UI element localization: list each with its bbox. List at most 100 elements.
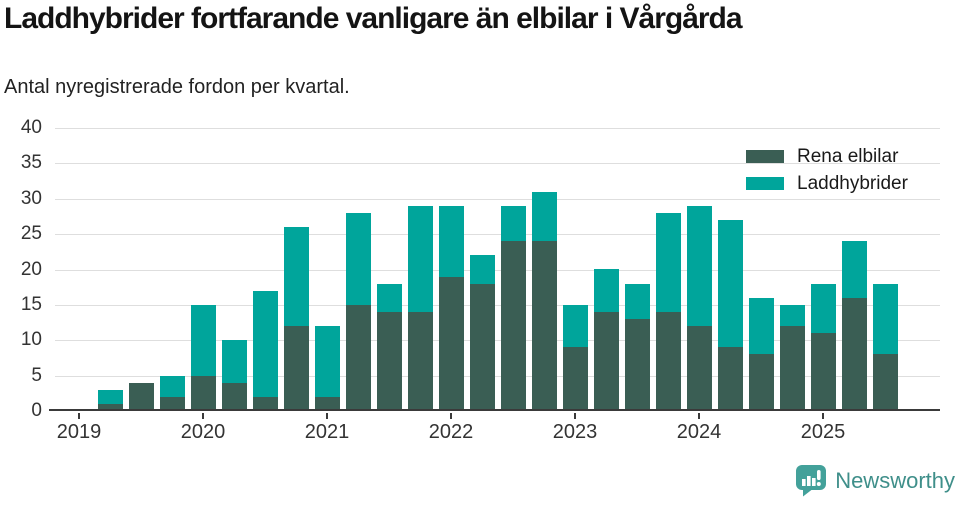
y-tick-label-40: 40 [20, 117, 42, 138]
x-axis-line [49, 409, 940, 411]
x-tick-2019 [78, 413, 80, 419]
bar-electric-2021-Q3 [376, 312, 402, 411]
bar-hybrid-2023-Q1 [562, 305, 588, 347]
gridline-y-5 [55, 375, 940, 377]
bar-hybrid-2019-Q2 [97, 390, 123, 404]
x-tick-label-2022: 2022 [428, 421, 474, 443]
bar-electric-2025-Q3 [872, 354, 898, 411]
bar-hybrid-2024-Q1 [686, 206, 712, 326]
bar-electric-2023-Q4 [655, 312, 681, 411]
bar-hybrid-2023-Q4 [655, 213, 681, 312]
legend-swatch-rena-elbilar [746, 150, 784, 163]
x-tick-label-2020: 2020 [180, 421, 226, 443]
y-tick-label-15: 15 [20, 293, 42, 315]
x-axis-labels: 2019 2020 2021 2022 2023 2024 2025 [55, 411, 940, 451]
x-tick-2020 [202, 413, 204, 419]
bar-hybrid-2022-Q2 [469, 255, 495, 284]
bar-electric-2019-Q4 [159, 397, 185, 411]
y-tick-label-20: 20 [20, 258, 42, 280]
gridline-y-10 [55, 340, 940, 342]
bar-electric-2021-Q1 [314, 397, 340, 411]
gridline-y-20 [55, 269, 940, 271]
brand-name: Newsworthy [835, 467, 955, 493]
bar-electric-2022-Q1 [438, 277, 464, 411]
x-tick-2022 [450, 413, 452, 419]
bar-chart: 0 5 10 15 20 25 30 35 40 2019 2020 2021 2022 2023 202… [0, 117, 960, 458]
bar-electric-2024-Q3 [748, 354, 774, 411]
x-tick-label-2019: 2019 [56, 421, 102, 443]
gridline-y-15 [55, 304, 940, 306]
bar-electric-2025-Q1 [810, 333, 836, 411]
bar-electric-2021-Q2 [345, 305, 371, 411]
legend-label-laddhybrider: Laddhybrider [797, 172, 908, 194]
bar-electric-2025-Q2 [841, 298, 867, 411]
legend-row-laddhybrider: Laddhybrider [746, 170, 908, 197]
bar-electric-2023-Q2 [593, 312, 619, 411]
bar-electric-2023-Q1 [562, 347, 588, 411]
bar-hybrid-2022-Q3 [500, 206, 526, 241]
y-axis-labels: 0 5 10 15 20 25 30 35 40 [0, 117, 45, 421]
gridline-y-25 [55, 234, 940, 236]
bar-electric-2023-Q3 [624, 319, 650, 411]
bar-hybrid-2021-Q1 [314, 326, 340, 397]
page-title: Laddhybrider fortfarande vanligare än el… [4, 2, 743, 35]
bar-hybrid-2023-Q3 [624, 284, 650, 319]
bar-hybrid-2024-Q3 [748, 298, 774, 354]
bar-electric-2021-Q4 [407, 312, 433, 411]
x-tick-2023 [574, 413, 576, 419]
bar-hybrid-2025-Q1 [810, 284, 836, 333]
newsworthy-logo-icon [796, 465, 827, 497]
bar-electric-2020-Q2 [221, 383, 247, 411]
legend-swatch-laddhybrider [746, 177, 784, 190]
bar-electric-2024-Q4 [779, 326, 805, 411]
bar-hybrid-2023-Q2 [593, 269, 619, 312]
bar-hybrid-2019-Q4 [159, 376, 185, 397]
bar-electric-2024-Q1 [686, 326, 712, 411]
chart-legend: Rena elbilar Laddhybrider [746, 143, 908, 197]
bar-hybrid-2022-Q1 [438, 206, 464, 277]
gridline-y-35 [55, 163, 940, 165]
x-tick-label-2025: 2025 [800, 421, 846, 443]
bar-hybrid-2020-Q3 [252, 291, 278, 397]
bar-hybrid-2020-Q4 [283, 227, 309, 326]
bar-electric-2022-Q4 [531, 241, 557, 411]
page-subtitle: Antal nyregistrerade fordon per kvartal. [4, 76, 350, 98]
bar-electric-2022-Q2 [469, 284, 495, 411]
bar-hybrid-2021-Q3 [376, 284, 402, 312]
x-tick-label-2024: 2024 [676, 421, 722, 443]
bar-hybrid-2020-Q1 [190, 305, 216, 376]
bar-hybrid-2025-Q3 [872, 284, 898, 354]
x-tick-2025 [822, 413, 824, 419]
legend-label-rena-elbilar: Rena elbilar [797, 145, 899, 167]
y-tick-label-35: 35 [20, 152, 42, 174]
x-tick-2021 [326, 413, 328, 419]
y-tick-label-30: 30 [20, 187, 42, 209]
bar-hybrid-2020-Q2 [221, 340, 247, 383]
y-tick-label-0: 0 [31, 400, 42, 421]
bar-hybrid-2025-Q2 [841, 241, 867, 298]
bar-electric-2019-Q2 [97, 404, 123, 411]
y-tick-label-10: 10 [20, 329, 42, 351]
bar-electric-2020-Q1 [190, 376, 216, 411]
gridline-y-30 [55, 198, 940, 200]
bar-electric-2020-Q4 [283, 326, 309, 411]
bar-electric-2024-Q2 [717, 347, 743, 411]
brand-footer: Newsworthy [795, 464, 955, 497]
bar-electric-2020-Q3 [252, 397, 278, 411]
bar-hybrid-2021-Q2 [345, 213, 371, 305]
bar-electric-2022-Q3 [500, 241, 526, 411]
gridline-y-40 [55, 128, 940, 129]
bar-hybrid-2024-Q2 [717, 220, 743, 347]
x-tick-label-2021: 2021 [304, 421, 350, 443]
x-tick-label-2023: 2023 [552, 421, 598, 443]
bar-hybrid-2024-Q4 [779, 305, 805, 326]
bar-hybrid-2022-Q4 [531, 192, 557, 241]
bar-hybrid-2021-Q4 [407, 206, 433, 312]
plot-area [55, 128, 940, 411]
x-tick-2024 [698, 413, 700, 419]
y-tick-label-5: 5 [31, 364, 42, 386]
legend-row-rena-elbilar: Rena elbilar [746, 143, 908, 170]
y-tick-label-25: 25 [20, 223, 42, 245]
bar-electric-2019-Q3 [128, 383, 154, 411]
